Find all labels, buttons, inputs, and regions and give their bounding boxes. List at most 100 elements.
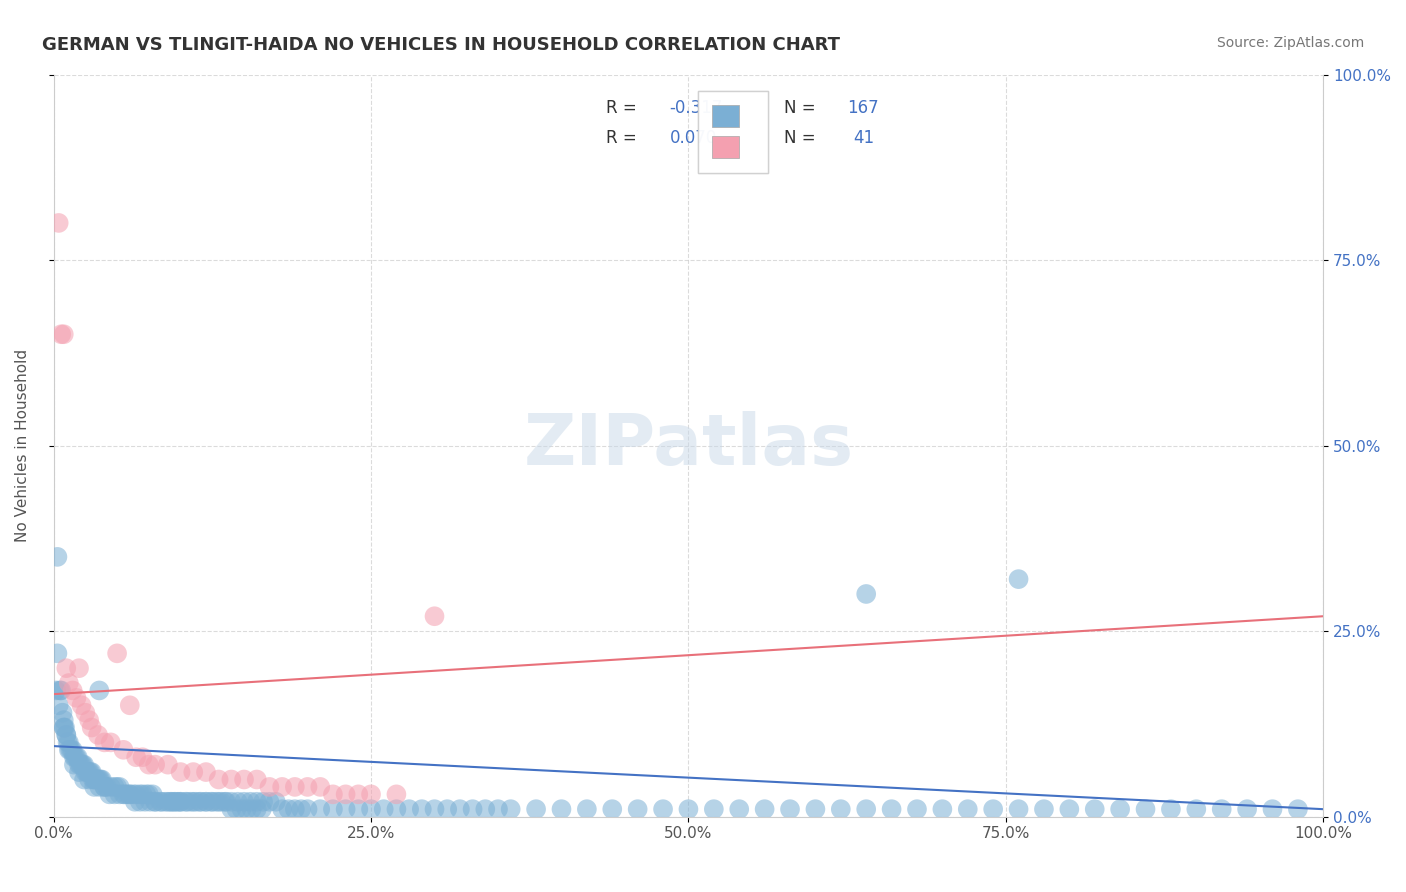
Point bbox=[80, 721, 103, 735]
Point bbox=[67, 757, 90, 772]
Point bbox=[167, 795, 190, 809]
Point bbox=[138, 788, 160, 802]
Point bbox=[105, 780, 128, 794]
Point bbox=[63, 750, 86, 764]
Point bbox=[159, 795, 181, 809]
Point bbox=[142, 788, 165, 802]
Point bbox=[138, 757, 160, 772]
Text: R =: R = bbox=[606, 99, 643, 117]
Point bbox=[486, 802, 509, 816]
Point bbox=[271, 780, 294, 794]
Point bbox=[52, 713, 75, 727]
Point bbox=[129, 788, 152, 802]
Point bbox=[163, 795, 186, 809]
Point bbox=[49, 683, 72, 698]
Point bbox=[55, 661, 77, 675]
Point bbox=[112, 788, 135, 802]
Point bbox=[103, 788, 125, 802]
Point bbox=[297, 780, 319, 794]
Point bbox=[48, 216, 70, 230]
Point bbox=[246, 795, 269, 809]
Point bbox=[143, 757, 166, 772]
Point bbox=[652, 802, 675, 816]
Point bbox=[70, 757, 93, 772]
Point bbox=[89, 772, 111, 787]
Point bbox=[80, 765, 103, 780]
Point bbox=[1059, 802, 1081, 816]
Point bbox=[290, 802, 312, 816]
Point bbox=[58, 676, 80, 690]
Text: N =: N = bbox=[783, 128, 821, 146]
Text: -0.317: -0.317 bbox=[669, 99, 723, 117]
Point bbox=[124, 795, 146, 809]
Point bbox=[83, 780, 105, 794]
Point bbox=[156, 795, 179, 809]
Point bbox=[284, 802, 307, 816]
Point bbox=[53, 721, 76, 735]
Point bbox=[1261, 802, 1284, 816]
Point bbox=[131, 788, 153, 802]
Point bbox=[75, 765, 97, 780]
Text: R =: R = bbox=[606, 128, 643, 146]
Point bbox=[56, 735, 79, 749]
Point bbox=[87, 772, 110, 787]
Point bbox=[1236, 802, 1258, 816]
Point bbox=[55, 728, 77, 742]
Point bbox=[1160, 802, 1182, 816]
Point bbox=[335, 802, 357, 816]
Point bbox=[62, 683, 84, 698]
Point bbox=[250, 802, 273, 816]
Point bbox=[600, 802, 623, 816]
Point bbox=[122, 788, 145, 802]
Point bbox=[125, 788, 148, 802]
Point bbox=[77, 713, 100, 727]
Point bbox=[63, 757, 86, 772]
Text: GERMAN VS TLINGIT-HAIDA NO VEHICLES IN HOUSEHOLD CORRELATION CHART: GERMAN VS TLINGIT-HAIDA NO VEHICLES IN H… bbox=[42, 36, 841, 54]
Point bbox=[1211, 802, 1233, 816]
Point bbox=[956, 802, 979, 816]
Point bbox=[72, 757, 94, 772]
Point bbox=[73, 772, 96, 787]
Point bbox=[181, 795, 204, 809]
Point bbox=[194, 795, 217, 809]
Point bbox=[208, 795, 231, 809]
Point bbox=[134, 795, 156, 809]
Point bbox=[855, 587, 877, 601]
Point bbox=[58, 743, 80, 757]
Point bbox=[118, 788, 141, 802]
Point bbox=[103, 780, 125, 794]
Point bbox=[131, 750, 153, 764]
Point bbox=[89, 780, 111, 794]
Point bbox=[58, 735, 80, 749]
Point bbox=[252, 795, 274, 809]
Point bbox=[118, 698, 141, 713]
Point bbox=[77, 765, 100, 780]
Point bbox=[51, 327, 73, 342]
Point bbox=[87, 728, 110, 742]
Point bbox=[114, 788, 136, 802]
Point bbox=[76, 765, 98, 780]
Point bbox=[62, 743, 84, 757]
Point bbox=[284, 780, 307, 794]
Point bbox=[150, 795, 173, 809]
Point bbox=[423, 609, 446, 624]
Point bbox=[112, 743, 135, 757]
Point bbox=[108, 788, 131, 802]
Point bbox=[436, 802, 458, 816]
Point bbox=[233, 772, 256, 787]
Point bbox=[398, 802, 420, 816]
Point bbox=[117, 788, 139, 802]
Point bbox=[55, 728, 77, 742]
Point bbox=[1084, 802, 1107, 816]
Point bbox=[59, 743, 82, 757]
Point bbox=[100, 735, 122, 749]
Point bbox=[118, 788, 141, 802]
Point bbox=[190, 795, 212, 809]
Point bbox=[240, 802, 263, 816]
Point bbox=[449, 802, 471, 816]
Point bbox=[678, 802, 700, 816]
Point bbox=[754, 802, 776, 816]
Point bbox=[1007, 802, 1029, 816]
Point bbox=[143, 795, 166, 809]
Point bbox=[322, 788, 344, 802]
